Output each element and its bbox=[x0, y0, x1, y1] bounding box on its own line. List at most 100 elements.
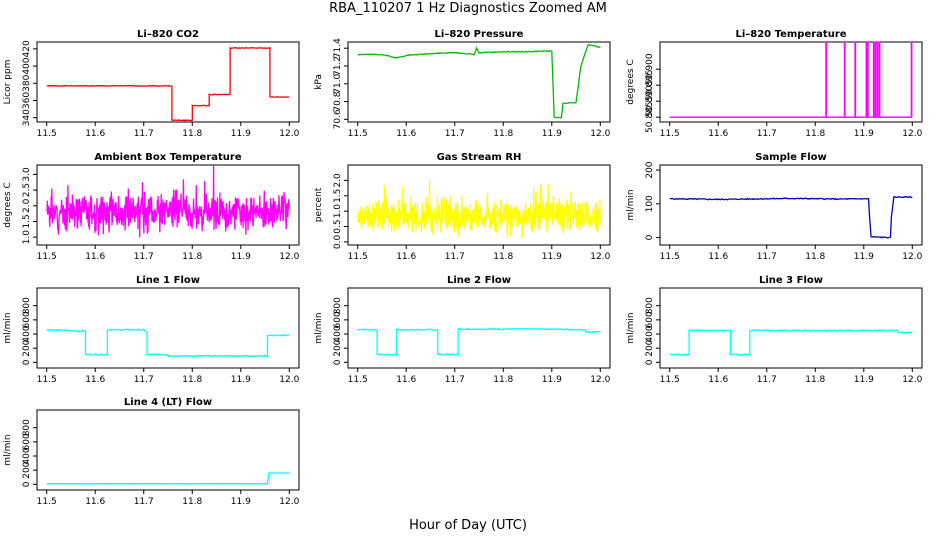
x-tick-label: 12.0 bbox=[279, 375, 299, 385]
panel-title: Line 3 Flow bbox=[759, 275, 823, 286]
y-tick-label: 1.5 bbox=[333, 189, 343, 203]
plot-frame bbox=[659, 41, 923, 123]
y-tick-label: 50.885 bbox=[645, 101, 655, 133]
panel-6: Sample Flow ml/min 11.5 11.6 11.7 11.8 11.9 12.… bbox=[626, 152, 923, 262]
x-tick-label: 11.7 bbox=[757, 252, 777, 262]
x-tick-label: 11.5 bbox=[37, 375, 57, 385]
plot-frame bbox=[347, 164, 611, 246]
plot-frame bbox=[36, 409, 300, 491]
y-tick-label: 800 bbox=[22, 297, 32, 314]
y-tick-label: 70.6 bbox=[333, 109, 343, 129]
panel-title: Line 1 Flow bbox=[136, 275, 200, 286]
plot-frame bbox=[659, 287, 923, 369]
y-axis-label: ml/min bbox=[314, 312, 324, 343]
x-tick-label: 11.8 bbox=[805, 252, 825, 262]
panel-4: Ambient Box Temperature degrees C 11.5 11.6… bbox=[3, 152, 300, 262]
panel-8: Line 2 Flow ml/min 11.5 11.6 11.7 11.8 11.9 12.… bbox=[314, 275, 611, 385]
plot-frame bbox=[347, 287, 611, 369]
y-tick-label: 400 bbox=[22, 447, 32, 464]
y-axis-label: ml/min bbox=[3, 312, 13, 343]
series-line bbox=[46, 46, 290, 122]
y-tick-label: 0.0 bbox=[333, 235, 343, 250]
y-tick-label: 400 bbox=[22, 57, 32, 74]
series-line bbox=[669, 195, 913, 239]
x-tick-label: 12.0 bbox=[902, 129, 922, 139]
x-tick-label: 11.5 bbox=[348, 129, 368, 139]
x-tick-label: 11.9 bbox=[231, 252, 251, 262]
x-tick-label: 11.7 bbox=[134, 252, 154, 262]
x-tick-label: 11.8 bbox=[493, 252, 513, 262]
x-tick-label: 11.6 bbox=[708, 129, 728, 139]
y-tick-label: 1.5 bbox=[22, 214, 32, 228]
y-tick-label: 600 bbox=[22, 311, 32, 328]
y-tick-label: 600 bbox=[22, 433, 32, 450]
y-tick-label: 400 bbox=[333, 325, 343, 342]
y-tick-label: 340 bbox=[22, 109, 32, 126]
series-line bbox=[357, 327, 601, 356]
series-line bbox=[46, 472, 290, 485]
x-tick-label: 11.9 bbox=[231, 375, 251, 385]
x-tick-label: 11.5 bbox=[660, 129, 680, 139]
x-tick-label: 11.9 bbox=[854, 129, 874, 139]
panel-2: Li–820 Pressure kPa 11.5 11.6 11.7 11.8 11.9 12… bbox=[314, 29, 611, 139]
x-tick-label: 12.0 bbox=[590, 252, 610, 262]
x-tick-label: 11.8 bbox=[182, 375, 202, 385]
x-tick-label: 12.0 bbox=[279, 497, 299, 507]
x-tick-label: 11.5 bbox=[348, 375, 368, 385]
y-tick-label: 0 bbox=[645, 234, 655, 240]
x-tick-label: 11.9 bbox=[542, 129, 562, 139]
x-tick-label: 11.6 bbox=[708, 375, 728, 385]
panel-9: Line 3 Flow ml/min 11.5 11.6 11.7 11.8 11.9 12.… bbox=[626, 275, 923, 385]
y-tick-label: 600 bbox=[333, 311, 343, 328]
x-tick-label: 11.9 bbox=[854, 252, 874, 262]
x-tick-label: 11.6 bbox=[396, 375, 416, 385]
y-axis-label: kPa bbox=[314, 74, 324, 90]
panel-title: Li–820 Pressure bbox=[435, 29, 524, 40]
y-axis-label: percent bbox=[314, 187, 324, 222]
x-tick-label: 12.0 bbox=[902, 375, 922, 385]
y-tick-label: 800 bbox=[22, 419, 32, 436]
panel-title: Gas Stream RH bbox=[437, 152, 522, 163]
y-tick-label: 71.0 bbox=[333, 73, 343, 93]
y-tick-label: 50.890 bbox=[645, 85, 655, 117]
series-line bbox=[46, 328, 290, 358]
x-tick-label: 11.6 bbox=[85, 129, 105, 139]
y-tick-label: 0 bbox=[333, 359, 343, 365]
x-tick-label: 12.0 bbox=[902, 252, 922, 262]
x-tick-label: 12.0 bbox=[590, 129, 610, 139]
x-tick-label: 11.6 bbox=[85, 252, 105, 262]
y-tick-label: 200 bbox=[645, 339, 655, 356]
x-tick-label: 11.5 bbox=[37, 252, 57, 262]
y-tick-label: 600 bbox=[645, 311, 655, 328]
y-tick-label: 2.5 bbox=[22, 183, 32, 197]
x-tick-label: 11.8 bbox=[182, 252, 202, 262]
x-tick-label: 11.9 bbox=[231, 129, 251, 139]
x-tick-label: 11.7 bbox=[445, 129, 465, 139]
x-tick-label: 11.5 bbox=[37, 129, 57, 139]
x-tick-label: 11.5 bbox=[660, 252, 680, 262]
y-tick-label: 100 bbox=[645, 195, 655, 212]
plot-frame bbox=[659, 164, 923, 246]
y-tick-label: 200 bbox=[645, 161, 655, 178]
series-line bbox=[669, 41, 913, 118]
y-axis-label: Licor ppm bbox=[3, 60, 13, 105]
y-tick-label: 800 bbox=[645, 297, 655, 314]
panel-title: Li–820 CO2 bbox=[137, 29, 199, 40]
y-tick-label: 0 bbox=[22, 359, 32, 365]
y-tick-label: 71.2 bbox=[333, 56, 343, 76]
panel-title: Sample Flow bbox=[755, 152, 827, 163]
panel-title: Ambient Box Temperature bbox=[94, 152, 241, 163]
x-tick-label: 11.7 bbox=[134, 375, 154, 385]
y-tick-label: 50.900 bbox=[645, 53, 655, 85]
page-title: RBA_110207 1 Hz Diagnostics Zoomed AM bbox=[329, 1, 607, 16]
x-tick-label: 11.7 bbox=[757, 129, 777, 139]
y-tick-label: 200 bbox=[22, 461, 32, 478]
panel-5: Gas Stream RH percent 11.5 11.6 11.7 11.8 11.9… bbox=[314, 152, 611, 262]
y-axis-label: degrees C bbox=[626, 59, 636, 104]
y-tick-label: 0 bbox=[645, 359, 655, 365]
y-tick-label: 70.8 bbox=[333, 91, 343, 111]
y-tick-label: 50.895 bbox=[645, 69, 655, 101]
x-tick-label: 11.9 bbox=[542, 252, 562, 262]
x-tick-label: 11.6 bbox=[708, 252, 728, 262]
x-tick-label: 11.7 bbox=[134, 497, 154, 507]
